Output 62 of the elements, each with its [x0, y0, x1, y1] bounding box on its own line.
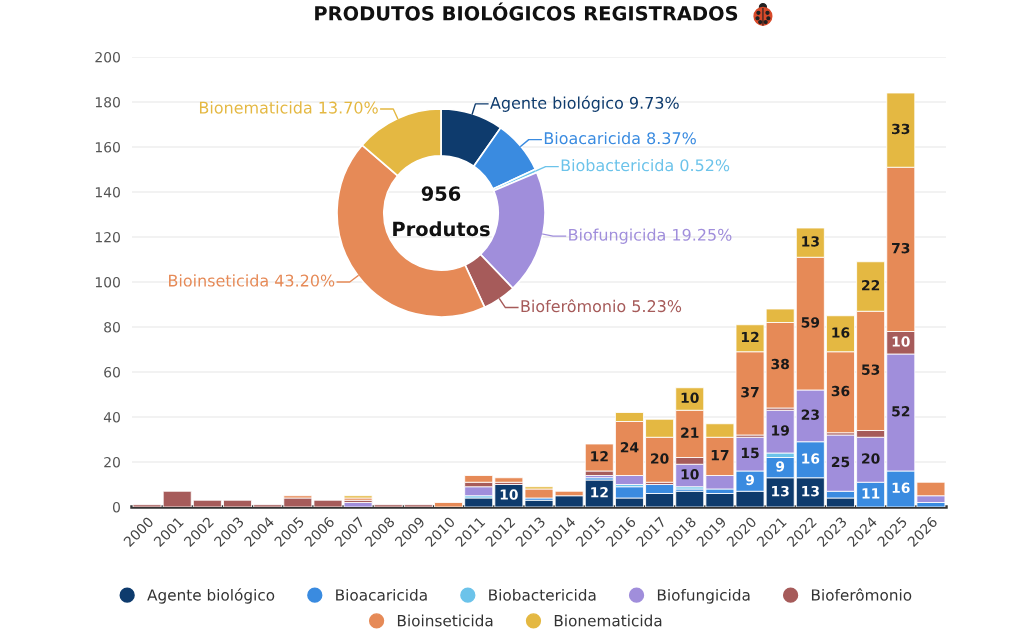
data-label: 52	[892, 406, 910, 417]
chart-title: PRODUTOS BIOLÓGICOS REGISTRADOS	[315, 2, 738, 21]
legend-label: Biofungicida	[657, 588, 750, 604]
legend-label: Bioinseticida	[397, 614, 493, 627]
slice-label: Bioacaricida 8.37%	[544, 131, 696, 145]
y-tick-label: 60	[104, 366, 120, 378]
slice-label: Agente biológico 9.73%	[490, 95, 679, 112]
legend-label: Bioferômonio	[811, 588, 912, 601]
y-tick-label: 20	[104, 456, 120, 468]
data-label: 53	[862, 364, 880, 375]
data-label: 16	[802, 453, 820, 464]
legend-label: Bioacaricida	[336, 588, 427, 601]
data-label: 16	[892, 482, 910, 494]
data-label: 9	[776, 461, 785, 472]
data-label: 19	[772, 425, 789, 436]
data-label: 10	[681, 392, 699, 404]
y-tick-label: 80	[104, 321, 120, 333]
y-tick-label: 160	[95, 141, 120, 153]
annotation: Produtos	[393, 221, 490, 237]
y-tick-label: 120	[95, 231, 120, 243]
data-label: 11	[862, 488, 880, 499]
data-label: 12	[741, 331, 759, 343]
slice-label: Bioinseticida 43.20%	[169, 274, 335, 287]
data-label: 59	[801, 317, 820, 328]
data-label: 16	[832, 327, 850, 338]
data-label: 38	[771, 358, 789, 370]
slice-label: Bioferômonio 5.23%	[521, 299, 682, 313]
y-tick-label: 100	[95, 276, 120, 288]
data-label: 36	[831, 385, 850, 397]
data-label: 20	[651, 453, 669, 464]
data-label: 25	[831, 456, 850, 468]
data-label: 33	[892, 123, 910, 135]
data-label: 10	[892, 336, 910, 347]
data-label: 9	[745, 474, 754, 486]
data-label: 22	[862, 280, 880, 291]
slice-label: Biobactericida 0.52%	[561, 158, 730, 172]
data-label: 13	[802, 485, 819, 497]
data-label: 13	[802, 236, 819, 247]
data-label: 17	[711, 450, 729, 461]
slice-label: Bionematicida 13.70%	[199, 101, 378, 114]
legend-label: Biobactericida	[489, 588, 596, 601]
data-label: 12	[591, 451, 608, 462]
data-label: 23	[801, 409, 819, 420]
data-label: 24	[620, 442, 639, 453]
y-tick-label: 0	[112, 501, 120, 513]
annotation: 956	[421, 186, 461, 201]
slice-label: Biofungicida 19.25%	[569, 228, 732, 244]
data-label: 37	[741, 386, 759, 398]
legend-label: Agente biológico	[147, 588, 275, 604]
data-label: 15	[741, 447, 759, 459]
data-label: 10	[681, 469, 699, 480]
data-label: 12	[591, 487, 608, 498]
data-label: 10	[500, 489, 518, 500]
legend-label: Bionematicida	[554, 614, 662, 627]
data-label: 20	[862, 453, 880, 464]
y-tick-label: 200	[95, 51, 120, 63]
y-tick-label: 40	[103, 411, 120, 423]
data-label: 21	[681, 427, 699, 438]
data-label: 73	[892, 242, 910, 254]
y-tick-label: 140	[95, 186, 120, 198]
data-label: 13	[772, 485, 789, 497]
y-tick-label: 180	[95, 96, 120, 108]
